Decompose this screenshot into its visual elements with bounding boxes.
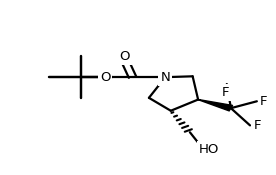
Text: F: F [253,119,261,132]
Text: F: F [260,95,267,108]
Text: O: O [100,71,110,84]
Polygon shape [198,99,233,111]
Text: F: F [222,86,229,99]
Text: N: N [160,71,170,84]
Text: O: O [119,50,130,63]
Text: HO: HO [199,143,219,156]
